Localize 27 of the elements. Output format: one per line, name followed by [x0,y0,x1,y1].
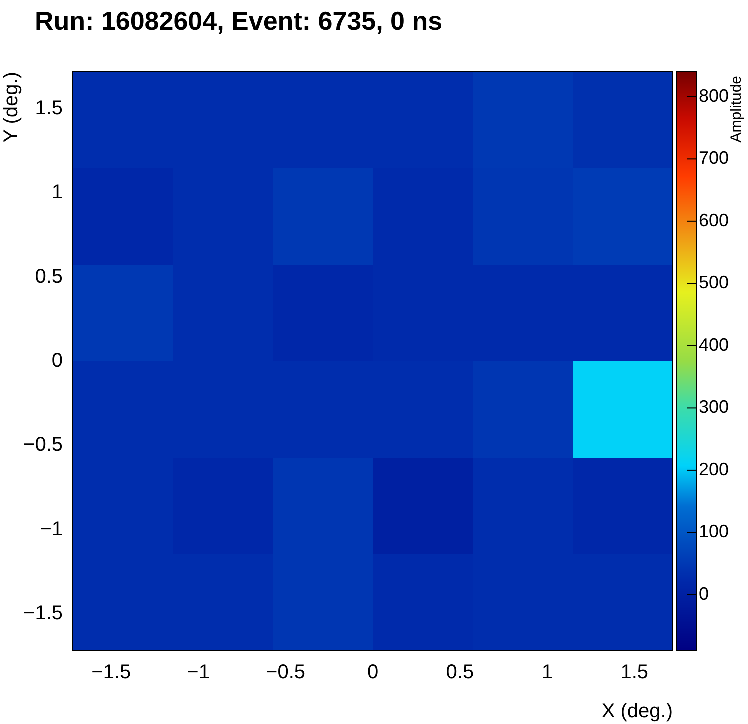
color-bar-label: 600 [699,210,730,230]
color-bar-label: 400 [699,334,730,355]
x-tick-label: 1.5 [620,662,649,684]
color-bar-label: 200 [699,459,730,480]
color-bar-label: 800 [699,86,730,106]
y-tick-label: −1 [40,518,63,540]
color-bar-label: 500 [699,272,730,293]
color-bar-title: Amplitude [728,76,746,143]
x-tick-label: 1 [542,662,553,684]
y-tick-label: −0.5 [24,434,63,456]
y-tick-label: 1.5 [35,98,63,120]
color-bar-label: 300 [699,397,730,418]
y-tick-label: 0.5 [35,266,63,288]
y-axis-title: Y (deg.) [0,72,23,143]
y-tick-label: 1 [52,182,63,204]
y-tick-label: −1.5 [24,602,63,624]
x-axis-title: X (deg.) [602,700,673,723]
x-tick-label: 0.5 [446,662,474,684]
x-tick-label: −1 [187,662,210,684]
chart-title: Run: 16082604, Event: 6735, 0 ns [35,6,443,36]
color-bar-label: 700 [699,148,730,168]
x-tick-label: 0 [367,662,379,684]
x-tick-label: −0.5 [266,662,306,684]
color-bar-label: 0 [699,584,710,604]
y-tick-label: 0 [52,350,63,372]
x-tick-label: −1.5 [92,662,132,684]
color-bar-label: 100 [699,522,730,542]
